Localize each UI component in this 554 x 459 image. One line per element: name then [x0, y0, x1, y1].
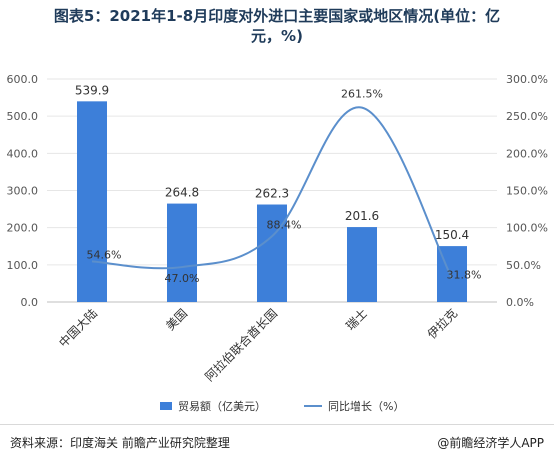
source-note: 资料来源：印度海关 前瞻产业研究院整理: [10, 434, 230, 451]
left-tick-label: 600.0: [7, 73, 39, 86]
x-tick-label: 瑞士: [343, 306, 370, 333]
legend: 贸易额（亿美元） 同比增长（%）: [160, 399, 404, 413]
right-tick-label: 100.0%: [506, 222, 548, 235]
bar-series: [77, 101, 467, 302]
x-tick-label: 美国: [163, 306, 190, 333]
bar-value-label: 262.3: [255, 187, 289, 201]
bar-value-label: 201.6: [345, 209, 379, 223]
chart-area: 0.0 100.0 200.0 300.0 400.0 500.0 600.0 0.0% 50…: [0, 0, 554, 424]
bar-value-label: 150.4: [435, 228, 469, 242]
right-tick-label: 200.0%: [506, 147, 548, 160]
footer: 资料来源：印度海关 前瞻产业研究院整理 @前瞻经济学人APP: [0, 424, 554, 459]
line-value-label: 54.6%: [87, 248, 122, 261]
left-tick-label: 200.0: [7, 222, 39, 235]
legend-bar-swatch: [160, 402, 172, 410]
x-tick-label: 阿拉伯联合酋长国: [202, 306, 280, 384]
line-value-label: 31.8%: [447, 268, 482, 281]
x-tick-label: 伊拉克: [424, 306, 460, 342]
line-value-label: 47.0%: [165, 272, 200, 285]
right-tick-label: 0.0%: [506, 296, 534, 309]
line-value-label: 88.4%: [267, 218, 302, 231]
right-tick-label: 300.0%: [506, 73, 548, 86]
right-tick-label: 250.0%: [506, 110, 548, 123]
left-tick-label: 500.0: [7, 110, 39, 123]
left-tick-label: 0.0: [21, 296, 39, 309]
bar: [77, 101, 107, 302]
bar-value-label: 539.9: [75, 83, 109, 97]
legend-line-label: 同比增长（%）: [328, 399, 404, 413]
x-axis-labels: 中国大陆 美国阿拉伯联合酋长国 瑞士 伊拉克: [56, 306, 461, 384]
right-axis-ticks: 0.0% 50.0% 100.0% 150.0% 200.0% 250.0% 300.0%: [506, 73, 548, 309]
right-tick-label: 50.0%: [506, 259, 541, 272]
brand-credit: @前瞻经济学人APP: [437, 434, 544, 451]
left-tick-label: 400.0: [7, 147, 39, 160]
left-tick-label: 300.0: [7, 185, 39, 198]
line-value-label: 261.5%: [341, 88, 383, 101]
bar: [167, 204, 197, 302]
bar-value-label: 264.8: [165, 186, 199, 200]
legend-bar-label: 贸易额（亿美元）: [178, 400, 266, 413]
left-axis-ticks: 0.0 100.0 200.0 300.0 400.0 500.0 600.0: [7, 73, 39, 309]
x-tick-label: 中国大陆: [56, 306, 101, 351]
left-tick-label: 100.0: [7, 259, 39, 272]
bar: [347, 227, 377, 302]
right-tick-label: 150.0%: [506, 185, 548, 198]
